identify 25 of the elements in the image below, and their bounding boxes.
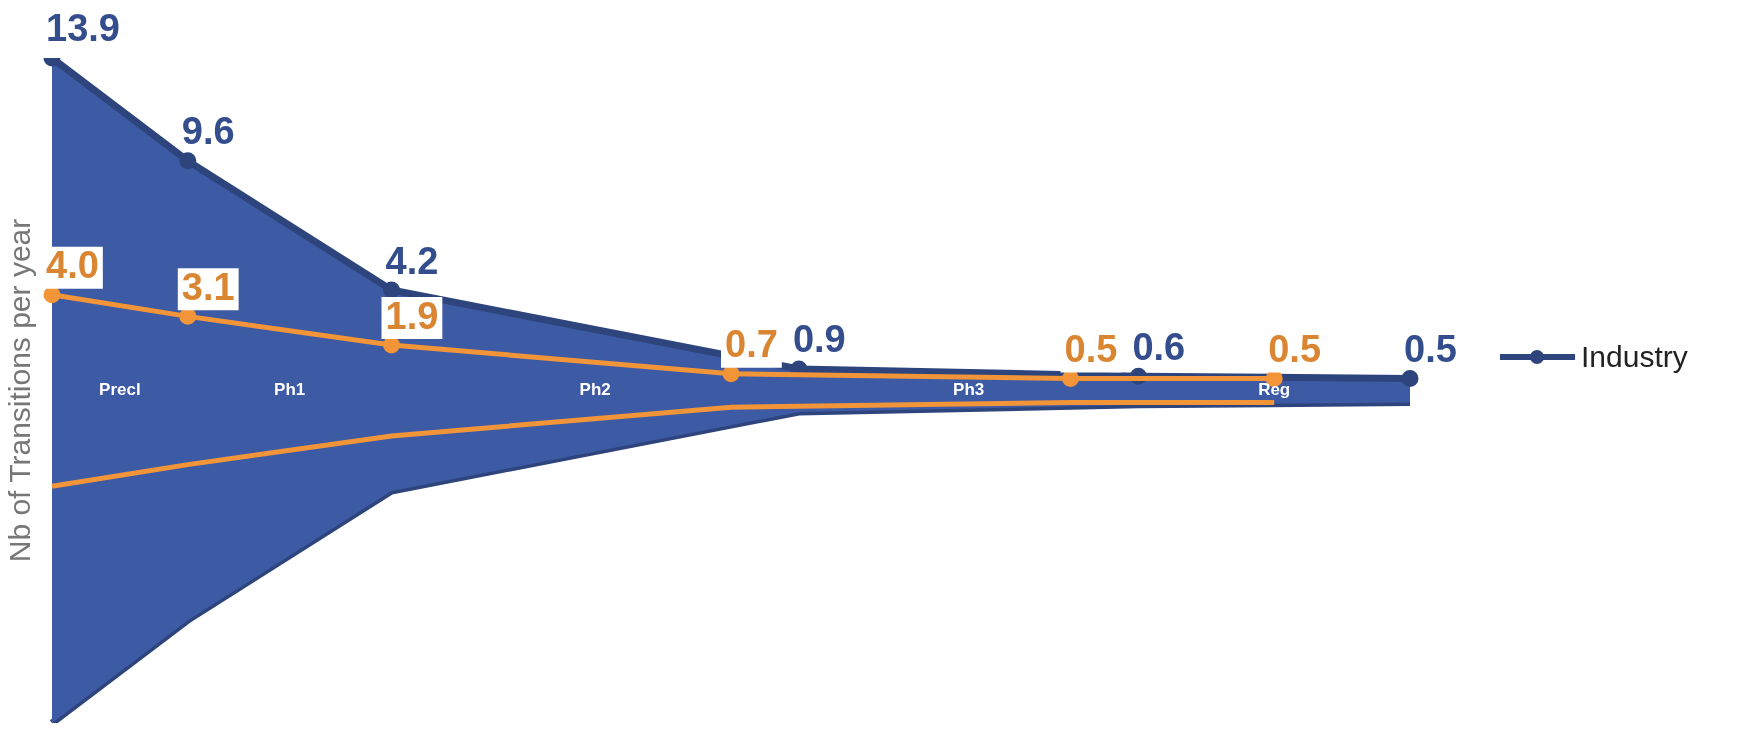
point: [1062, 370, 1079, 388]
data-label: 0.6: [1132, 325, 1186, 368]
annotation: Ph2: [579, 380, 611, 400]
annotation: Precl: [99, 380, 141, 400]
annotation: Ph1: [274, 380, 306, 400]
data-label: 4.2: [385, 239, 439, 282]
point: [383, 281, 400, 299]
annotation: Reg: [1258, 380, 1291, 400]
data-label: 4.0: [46, 244, 99, 287]
data-label: 1.9: [385, 294, 439, 337]
data-label: 0.9: [792, 318, 846, 361]
legend-label: Industry: [1581, 340, 1688, 374]
point: [43, 286, 61, 304]
y-axis-title: Nb of Transitions per year: [3, 218, 37, 563]
data-label: 0.5: [1268, 328, 1322, 371]
point: [1401, 370, 1419, 388]
data-label: 0.5: [1404, 328, 1457, 371]
data-label: 13.9: [46, 7, 120, 50]
data-label: 9.6: [181, 110, 235, 153]
point: [722, 365, 740, 383]
annotation: Ph3: [953, 380, 985, 400]
point: [179, 152, 197, 170]
data-label: 3.1: [181, 265, 235, 308]
data-label: 0.7: [725, 323, 778, 366]
data-label: 0.5: [1064, 328, 1118, 371]
